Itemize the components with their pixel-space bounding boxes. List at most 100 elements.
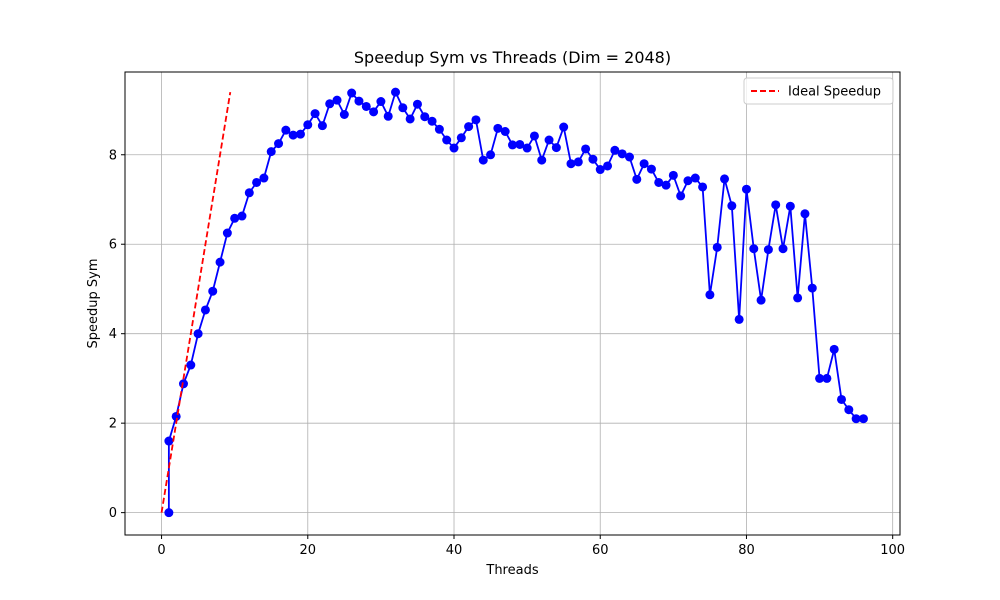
speedup-data-point	[624, 152, 634, 162]
speedup-data-point	[361, 101, 371, 111]
speedup-data-point	[763, 245, 773, 255]
speedup-data-point	[581, 144, 591, 154]
speedup-data-point	[515, 139, 525, 149]
speedup-data-point	[237, 211, 247, 221]
speedup-data-point	[793, 293, 803, 303]
plot-frame	[124, 71, 901, 536]
speedup-data-point	[478, 155, 488, 165]
speedup-data-point	[456, 133, 466, 143]
speedup-data-point	[427, 116, 437, 126]
speedup-data-point	[639, 159, 649, 169]
x-tick-label: 0	[157, 543, 165, 558]
speedup-data-point	[690, 173, 700, 183]
speedup-data-point	[281, 125, 291, 135]
ideal-speedup-line	[160, 91, 232, 513]
x-tick-label: 100	[880, 543, 905, 558]
speedup-data-point	[749, 244, 759, 254]
x-tick-label: 40	[446, 543, 463, 558]
axis-ticks: 0 20 40 60 80 100 0 2 4 6 8	[109, 148, 905, 558]
speedup-data-point	[244, 188, 254, 198]
speedup-data-point	[493, 123, 503, 133]
speedup-data-point	[310, 109, 320, 119]
speedup-data-point	[522, 143, 532, 153]
speedup-data-point	[193, 329, 203, 339]
speedup-data-point	[771, 200, 781, 210]
speedup-data-point	[442, 135, 452, 145]
speedup-data-point	[778, 244, 788, 254]
speedup-data-point	[274, 139, 284, 149]
speedup-data-point	[756, 295, 766, 305]
speedup-data-point	[800, 209, 810, 219]
speedup-data-point	[573, 157, 583, 167]
y-axis-label: Speedup Sym	[86, 259, 101, 349]
speedup-data-point	[200, 305, 210, 315]
speedup-data-point	[208, 286, 218, 296]
speedup-data-point	[551, 143, 561, 153]
speedup-data-point	[529, 131, 539, 141]
speedup-data-point	[412, 99, 422, 109]
speedup-data-point	[383, 111, 393, 121]
speedup-data-point	[654, 177, 664, 187]
speedup-data-point	[822, 373, 832, 383]
speedup-data-point	[339, 109, 349, 119]
chart-title: Speedup Sym vs Threads (Dim = 2048)	[354, 48, 671, 67]
series-layer	[160, 87, 868, 518]
speedup-data-point	[500, 126, 510, 136]
speedup-data-point	[434, 124, 444, 134]
speedup-data-point	[829, 344, 839, 354]
speedup-data-point	[186, 360, 196, 370]
speedup-data-point	[815, 373, 825, 383]
speedup-data-point	[295, 129, 305, 139]
speedup-data-point	[683, 176, 693, 186]
speedup-data-point	[785, 201, 795, 211]
speedup-data-point	[668, 170, 678, 180]
speedup-data-point	[164, 508, 174, 518]
speedup-data-point	[332, 95, 342, 105]
speedup-data-point	[705, 290, 715, 300]
speedup-data-point	[544, 135, 554, 145]
speedup-data-point	[486, 150, 496, 160]
speedup-data-point	[354, 96, 364, 106]
y-tick-label: 8	[109, 148, 117, 163]
speedup-data-point	[741, 184, 751, 194]
x-axis-label: Threads	[485, 563, 538, 578]
speedup-data-point	[595, 165, 605, 175]
legend-box	[743, 77, 894, 105]
speedup-data-point	[347, 88, 357, 98]
speedup-data-point	[661, 180, 671, 190]
speedup-data-point	[588, 154, 598, 164]
speedup-data-point	[727, 201, 737, 211]
speedup-data-point	[398, 103, 408, 113]
speedup-data-point	[230, 213, 240, 223]
speedup-data-point	[566, 159, 576, 169]
speedup-data-point	[698, 182, 708, 192]
speedup-data-point	[858, 414, 868, 424]
speedup-data-point	[851, 414, 861, 424]
speedup-data-point	[405, 114, 415, 124]
speedup-data-point	[712, 242, 722, 252]
speedup-data-point	[632, 174, 642, 184]
speedup-data-point	[449, 143, 459, 153]
speedup-data-point	[537, 155, 547, 165]
speedup-data-point	[391, 87, 401, 97]
speedup-data-point	[617, 149, 627, 159]
speedup-data-point	[215, 257, 225, 267]
speedup-data-point	[376, 97, 386, 107]
y-tick-label: 6	[109, 238, 117, 253]
speedup-data-point	[252, 177, 262, 187]
speedup-data-point	[369, 107, 379, 117]
legend-ideal-label: Ideal Speedup	[788, 85, 881, 100]
speedup-data-point	[222, 228, 232, 238]
speedup-data-point	[734, 314, 744, 324]
speedup-data-point	[464, 122, 474, 132]
speedup-data-point	[508, 140, 517, 150]
speedup-data-point	[288, 130, 298, 140]
speedup-data-point	[807, 283, 817, 293]
speedup-data-point	[266, 147, 276, 157]
speedup-data-point	[325, 99, 335, 109]
x-tick-label: 20	[300, 543, 317, 558]
x-tick-label: 60	[592, 543, 609, 558]
speedup-data-point	[303, 120, 313, 130]
speedup-data-point	[837, 394, 847, 404]
